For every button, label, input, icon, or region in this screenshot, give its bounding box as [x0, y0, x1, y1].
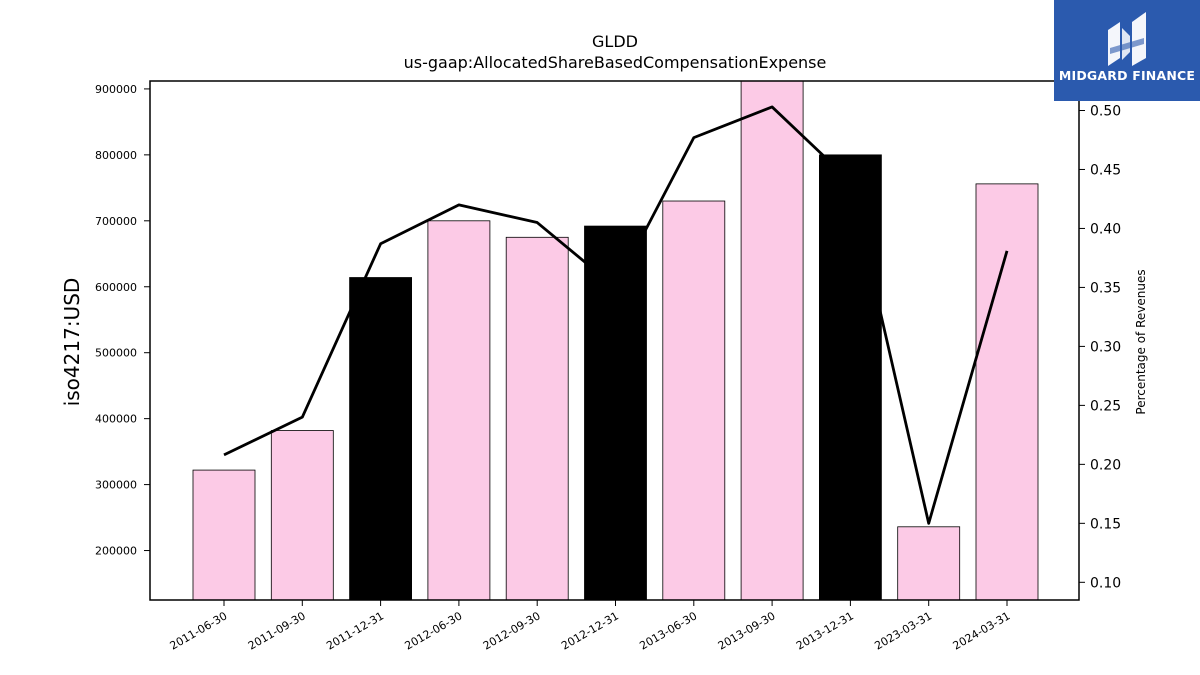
bar-2012-09-30	[505, 236, 569, 601]
y2-tick-label: 0.40	[1090, 221, 1121, 237]
y-tick-label: 400000	[95, 413, 137, 426]
x-tick-label: 2023-03-31	[872, 609, 934, 652]
bar-2011-06-30	[192, 469, 256, 601]
bar-2011-12-31	[349, 277, 413, 601]
line-group	[223, 105, 1009, 525]
y2-tick-label: 0.20	[1090, 457, 1121, 473]
y-tick-label: 200000	[95, 545, 137, 558]
x-tick-label: 2013-09-30	[716, 609, 778, 652]
y-tick-label: 300000	[95, 479, 137, 492]
bar-2013-09-30	[740, 80, 804, 601]
y2-tick-label: 0.25	[1090, 398, 1121, 414]
x-tick-label: 2012-06-30	[403, 609, 465, 652]
y-tick-label: 900000	[95, 83, 137, 96]
midgard-finance-logo: MIDGARD FINANCE	[1054, 0, 1200, 101]
x-tick-label: 2011-12-31	[324, 609, 386, 652]
y2-tick-label: 0.45	[1090, 162, 1121, 178]
chart-subtitle: us-gaap:AllocatedShareBasedCompensationE…	[403, 53, 827, 72]
x-tick-label: 2024-03-31	[951, 609, 1013, 652]
bar-2011-09-30	[270, 430, 334, 601]
x-tick-label: 2013-12-31	[794, 609, 856, 652]
x-tick-label: 2012-12-31	[559, 609, 621, 652]
bars-group	[192, 80, 1039, 601]
y-tick-label: 700000	[95, 215, 137, 228]
y2-axis-label: Percentage of Revenues	[1134, 269, 1148, 414]
y2-tick-label: 0.50	[1090, 103, 1121, 119]
midgard-logo-icon	[1108, 12, 1146, 66]
y2-tick-label: 0.30	[1090, 339, 1121, 355]
bar-2013-12-31	[819, 154, 882, 601]
x-tick-label: 2012-09-30	[481, 609, 543, 652]
y2-tick-label: 0.10	[1090, 575, 1121, 591]
y2-tick-label: 0.35	[1090, 280, 1121, 296]
x-tick-label: 2011-06-30	[168, 609, 230, 652]
bar-2012-06-30	[427, 220, 491, 601]
y-tick-label: 500000	[95, 347, 137, 360]
plot-frame	[149, 80, 1080, 601]
y-tick-label: 600000	[95, 281, 137, 294]
logo-text: MIDGARD FINANCE	[1058, 68, 1196, 83]
y-axis-label: iso4217:USD	[60, 278, 84, 407]
chart-title: GLDD	[592, 32, 638, 51]
y-tick-label: 800000	[95, 149, 137, 162]
y2-tick-label: 0.15	[1090, 516, 1121, 532]
bar-2024-03-31	[975, 183, 1039, 601]
bar-2023-03-31	[897, 526, 961, 601]
percentage-line	[223, 105, 1009, 525]
bar-2012-12-31	[584, 225, 647, 601]
x-tick-label: 2011-09-30	[246, 609, 308, 652]
bar-2013-06-30	[662, 200, 726, 601]
x-tick-label: 2013-06-30	[637, 609, 699, 652]
